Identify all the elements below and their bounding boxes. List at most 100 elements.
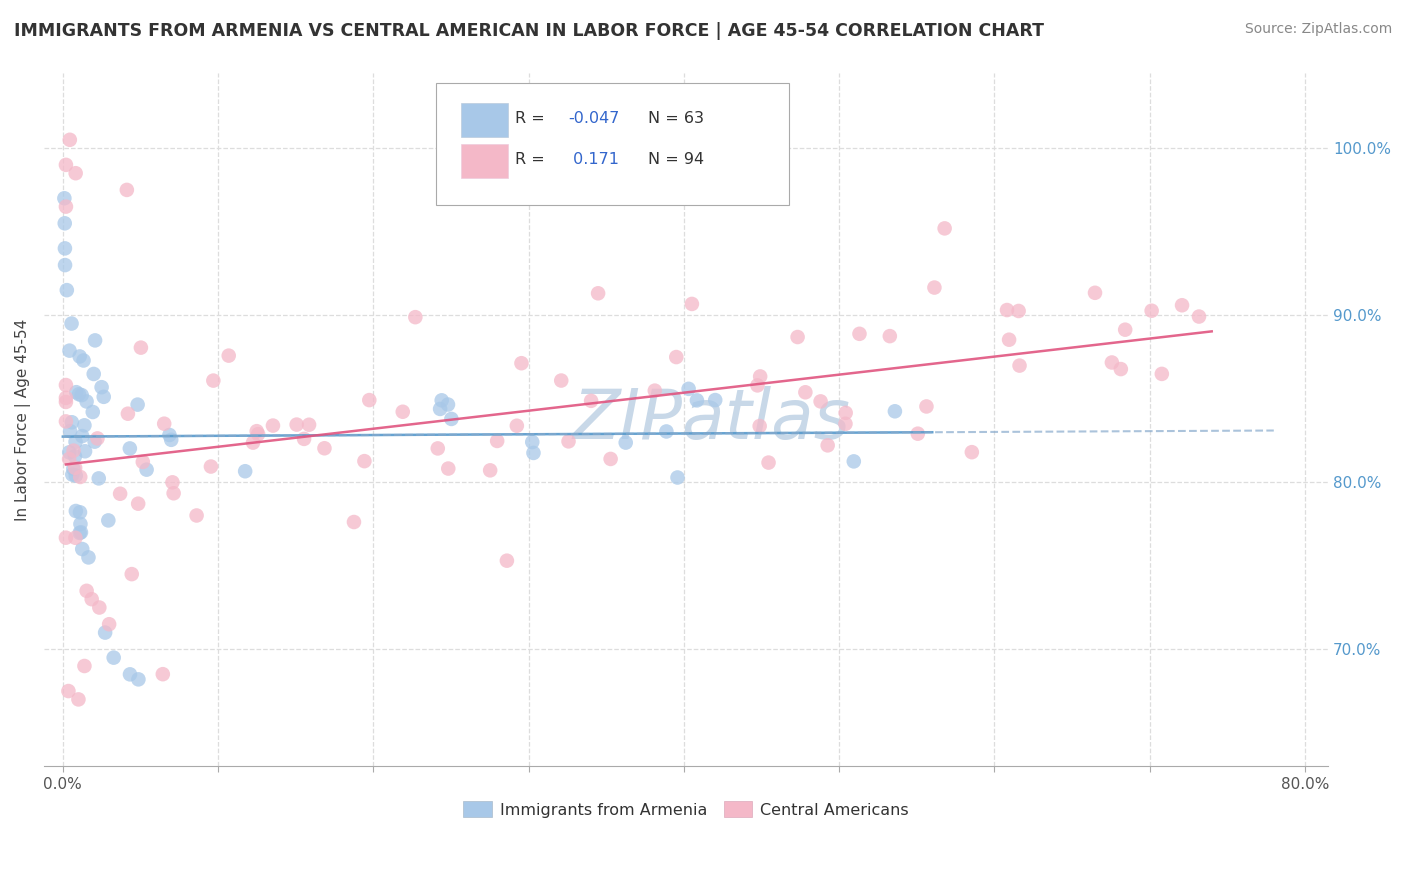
Point <box>246 424 269 438</box>
Point <box>55 531 77 545</box>
Point <box>58 452 80 467</box>
Point <box>557 434 579 449</box>
Point <box>58 343 80 358</box>
Point <box>1150 367 1173 381</box>
Point <box>69 350 91 364</box>
Point <box>73 418 96 433</box>
Point <box>655 425 678 439</box>
Text: 0.171: 0.171 <box>568 153 619 167</box>
Point <box>86 431 108 445</box>
Point <box>758 456 780 470</box>
Point <box>58 445 80 459</box>
Point <box>550 374 572 388</box>
Point <box>53 191 76 205</box>
FancyBboxPatch shape <box>461 103 508 136</box>
FancyBboxPatch shape <box>461 145 508 178</box>
Point <box>69 470 91 484</box>
Point <box>285 417 308 432</box>
Point <box>479 463 502 477</box>
Point <box>233 464 256 478</box>
Point <box>55 200 77 214</box>
Point <box>960 445 983 459</box>
Point <box>998 333 1021 347</box>
Point <box>186 508 208 523</box>
Point <box>117 407 139 421</box>
Point <box>87 471 110 485</box>
Point <box>1008 359 1031 373</box>
Point <box>153 417 176 431</box>
Point <box>848 326 870 341</box>
Point <box>298 417 321 432</box>
Point <box>242 435 264 450</box>
FancyBboxPatch shape <box>436 83 789 204</box>
Point <box>65 504 87 518</box>
Point <box>65 385 87 400</box>
Point <box>644 384 666 398</box>
Point <box>391 405 413 419</box>
Point <box>681 297 703 311</box>
Point <box>70 429 93 443</box>
Point <box>62 443 84 458</box>
Point <box>200 459 222 474</box>
Y-axis label: In Labor Force | Age 45-54: In Labor Force | Age 45-54 <box>15 318 31 521</box>
Text: -0.047: -0.047 <box>568 111 620 126</box>
Point <box>510 356 533 370</box>
Point <box>343 515 366 529</box>
Text: IMMIGRANTS FROM ARMENIA VS CENTRAL AMERICAN IN LABOR FORCE | AGE 45-54 CORRELATI: IMMIGRANTS FROM ARMENIA VS CENTRAL AMERI… <box>14 22 1045 40</box>
Point <box>152 667 174 681</box>
Legend: Immigrants from Armenia, Central Americans: Immigrants from Armenia, Central America… <box>457 795 915 824</box>
Point <box>665 350 688 364</box>
Point <box>426 442 449 456</box>
Point <box>599 452 621 467</box>
Point <box>67 692 90 706</box>
Point <box>69 505 91 519</box>
Text: N = 94: N = 94 <box>648 153 704 167</box>
Point <box>614 435 637 450</box>
Point <box>72 542 94 557</box>
Point <box>55 378 77 392</box>
Point <box>915 400 938 414</box>
Point <box>121 567 143 582</box>
Point <box>69 525 91 540</box>
Point <box>127 497 149 511</box>
Point <box>1188 310 1211 324</box>
Point <box>292 432 315 446</box>
Point <box>127 673 149 687</box>
Point <box>82 405 104 419</box>
Point <box>76 583 98 598</box>
Point <box>159 428 181 442</box>
Point <box>834 406 856 420</box>
Text: ZIPat​las: ZIPat​las <box>572 386 851 453</box>
Point <box>883 404 905 418</box>
Point <box>879 329 901 343</box>
Text: R =: R = <box>516 111 550 126</box>
Point <box>135 463 157 477</box>
Point <box>63 461 86 475</box>
Point <box>586 286 609 301</box>
Point <box>522 446 544 460</box>
Point <box>678 382 700 396</box>
Point <box>1109 362 1132 376</box>
Point <box>794 385 817 400</box>
Point <box>359 393 381 408</box>
Point <box>1101 355 1123 369</box>
Point <box>62 461 84 475</box>
Point <box>353 454 375 468</box>
Point <box>83 367 105 381</box>
Point <box>1114 323 1136 337</box>
Point <box>486 434 509 448</box>
Point <box>98 617 121 632</box>
Point <box>1084 285 1107 300</box>
Point <box>94 625 117 640</box>
Point <box>747 378 769 392</box>
Point <box>162 486 184 500</box>
Point <box>72 353 94 368</box>
Point <box>995 303 1018 318</box>
Text: R =: R = <box>516 153 550 167</box>
Point <box>262 418 284 433</box>
Point <box>55 414 77 428</box>
Point <box>60 467 83 482</box>
Point <box>65 434 87 449</box>
Point <box>69 516 91 531</box>
Point <box>686 393 709 408</box>
